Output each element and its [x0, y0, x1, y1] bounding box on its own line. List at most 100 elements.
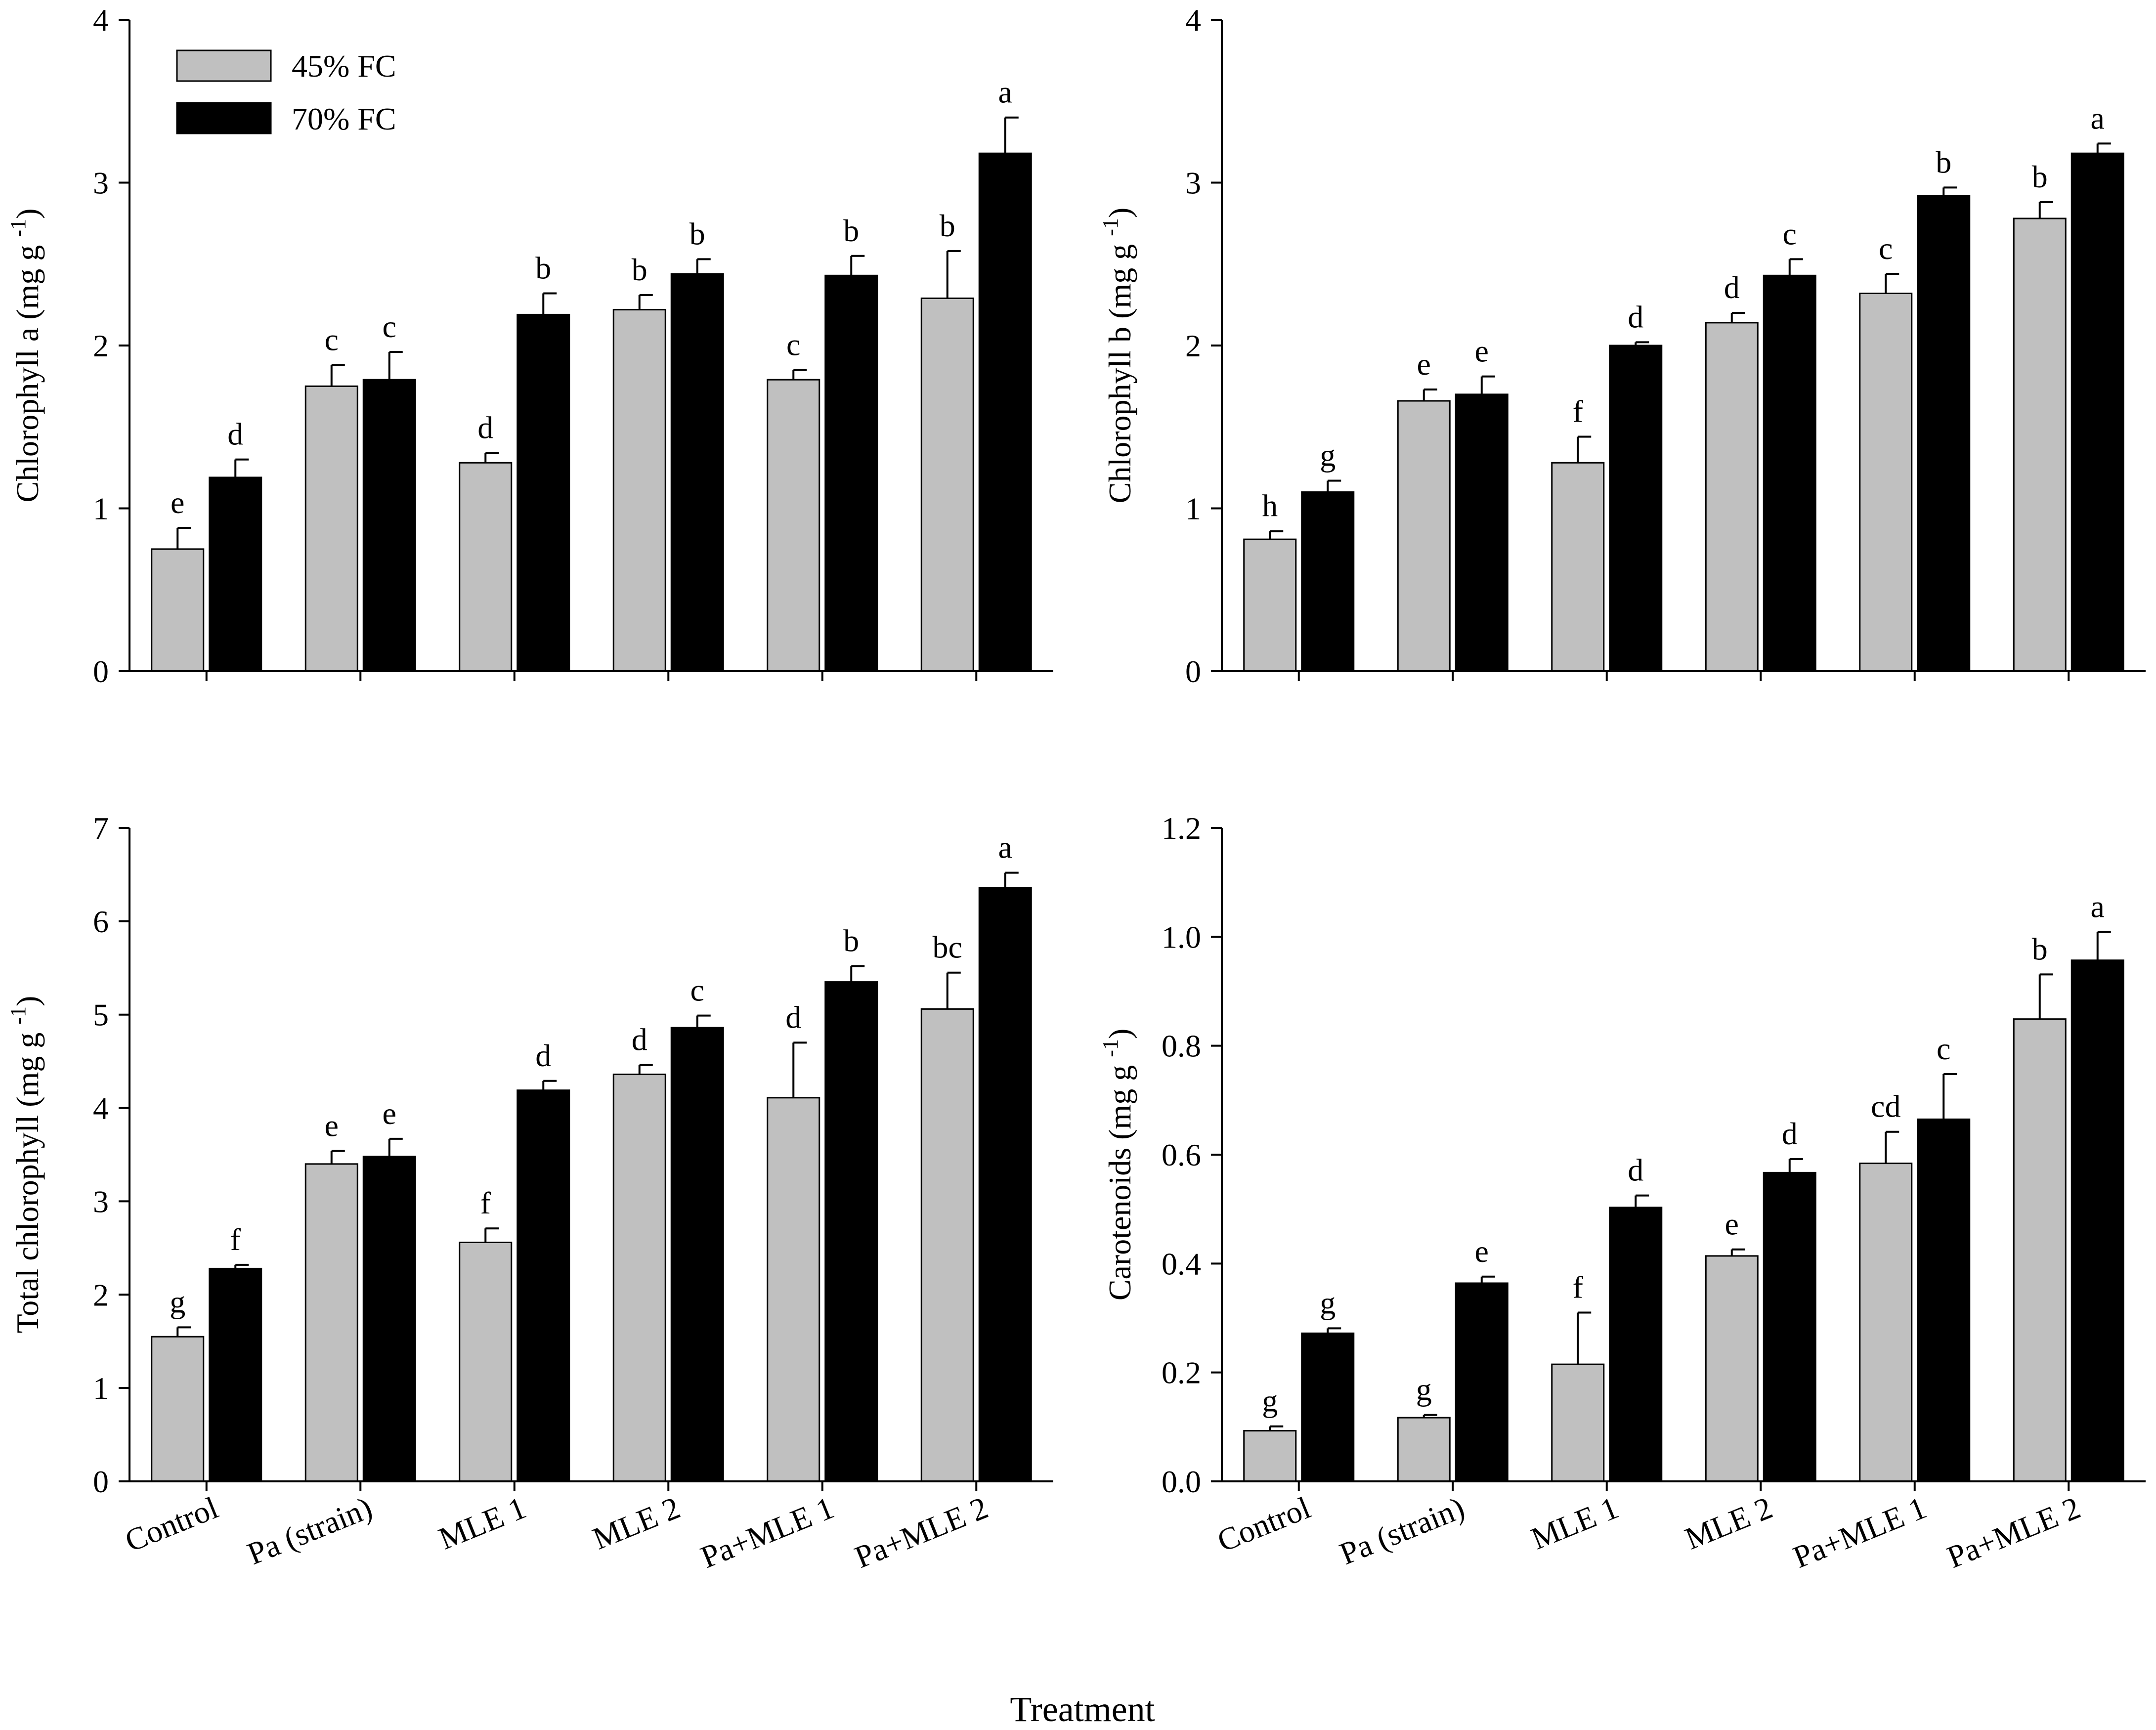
bar	[2013, 217, 2067, 672]
significance-letter: g	[1416, 1372, 1432, 1407]
panel-chlorophyll-a: 0 1 2 3 4 e c d b c b d c b b b a Chlorophyll a (mg g -…	[6, 2, 1053, 689]
bar	[1301, 1332, 1355, 1482]
y-tick-label: 2	[93, 1277, 109, 1312]
bar	[1859, 1163, 1913, 1482]
significance-letter: e	[1417, 346, 1431, 382]
significance-letter: c	[383, 309, 396, 344]
bar	[1917, 195, 1971, 672]
bar	[1917, 1118, 1971, 1482]
y-tick-label: 4	[93, 2, 109, 38]
significance-letter: c	[1937, 1031, 1950, 1066]
significance-letter: g	[1262, 1384, 1278, 1419]
bar	[612, 309, 666, 672]
significance-letter: d	[1724, 270, 1740, 305]
significance-letter: a	[2091, 889, 2105, 924]
significance-letter: e	[383, 1096, 396, 1131]
y-axis-label: Chlorophyll b (mg g -1)	[1098, 208, 1137, 503]
category-label: Control	[120, 1490, 223, 1558]
significance-letter-group: g g f e cd b g e d d c a	[1262, 889, 2105, 1418]
y-axis-ticks: 0 1 2 3 4	[1185, 2, 2070, 689]
y-axis-label-superscript: -1	[6, 1006, 30, 1025]
y-axis-label: Chlorophyll a (mg g -1)	[6, 209, 45, 503]
significance-letter: a	[2091, 100, 2105, 135]
y-tick-label: 1.0	[1162, 919, 1201, 954]
bar	[1551, 462, 1605, 672]
significance-letter: g	[1320, 1285, 1336, 1320]
bar	[1397, 400, 1451, 672]
bar	[1301, 491, 1355, 672]
significance-letter: d	[1628, 299, 1643, 334]
bar	[1243, 538, 1297, 672]
bar	[670, 273, 724, 672]
significance-letter: b	[843, 923, 859, 958]
bar-group	[1243, 152, 2124, 672]
significance-letter: d	[785, 999, 801, 1035]
error-bar-group	[176, 871, 1019, 1337]
bar	[1705, 322, 1759, 672]
y-tick-label: 0.4	[1162, 1246, 1201, 1281]
significance-letter: c	[1783, 216, 1797, 251]
error-bar-group	[1269, 931, 2111, 1431]
bar	[1397, 1417, 1451, 1482]
category-label: Pa+MLE 2	[1942, 1490, 2085, 1575]
significance-letter: d	[477, 410, 493, 445]
bar	[978, 152, 1032, 672]
category-label: MLE 1	[1526, 1490, 1623, 1556]
significance-letter: b	[940, 208, 955, 243]
bar	[151, 548, 205, 672]
y-tick-label: 6	[93, 904, 109, 939]
category-label-group: Control Pa (strain) MLE 1 MLE 2 Pa+MLE 1 Pa+M…	[120, 1490, 992, 1575]
significance-letter: e	[1725, 1207, 1739, 1242]
significance-letter: c	[325, 322, 339, 357]
panel-chlorophyll-b: 0 1 2 3 4 h e f d c b g e d c b a Chlorophyll b (mg g -…	[1098, 2, 2146, 689]
error-bar-group	[1269, 142, 2111, 540]
y-tick-label: 5	[93, 997, 109, 1033]
legend-label-70fc: 70% FC	[292, 101, 396, 136]
bar	[1763, 1171, 1816, 1482]
bar	[1243, 1430, 1297, 1482]
y-tick-label: 1	[93, 1371, 109, 1406]
y-tick-label: 3	[93, 166, 109, 201]
legend-swatch-70fc	[176, 102, 272, 134]
y-tick-label: 3	[93, 1184, 109, 1219]
significance-letter: h	[1262, 488, 1278, 523]
significance-letter-group: g e f d d bc f e d c b a	[170, 830, 1012, 1320]
y-axis-label-close: )	[1102, 1029, 1137, 1039]
y-tick-label: 2	[93, 328, 109, 363]
y-tick-label: 0	[93, 1464, 109, 1499]
bar-group	[151, 152, 1032, 672]
bar	[824, 981, 878, 1482]
significance-letter: a	[998, 75, 1012, 110]
significance-letter: bc	[933, 930, 962, 965]
bar	[1551, 1363, 1605, 1482]
bar	[1455, 393, 1509, 672]
significance-letter: c	[690, 973, 704, 1008]
legend-swatch-45fc	[176, 49, 272, 82]
bar	[151, 1336, 205, 1482]
significance-letter: b	[1936, 144, 1951, 179]
significance-letter: c	[786, 327, 800, 362]
bar	[920, 297, 974, 672]
category-label: Pa (strain)	[1335, 1490, 1469, 1571]
bar	[362, 379, 416, 672]
category-label: Control	[1212, 1490, 1315, 1558]
significance-letter: g	[170, 1284, 185, 1319]
category-label: MLE 2	[588, 1490, 685, 1556]
panel-carotenoids: 0.0 0.2 0.4 0.6 0.8 1.0 1.2 g g f e cd b g e d d c a Cont…	[1098, 811, 2146, 1575]
y-axis-label-superscript: -1	[1098, 1039, 1122, 1057]
y-tick-label: 0.0	[1162, 1464, 1201, 1499]
bar	[362, 1156, 416, 1482]
significance-letter: cd	[1871, 1089, 1900, 1124]
significance-letter: a	[998, 830, 1012, 865]
bar	[459, 1242, 513, 1482]
bar	[1859, 293, 1913, 672]
bar	[517, 313, 570, 672]
category-label: Pa+MLE 1	[696, 1490, 839, 1575]
bar	[824, 274, 878, 672]
bar	[767, 379, 820, 672]
panel-total-chlorophyll: 0 1 2 3 4 5 6 7 g e f d d bc f e d c b a Control Pa (strain…	[6, 811, 1053, 1575]
bar	[304, 1163, 358, 1482]
y-tick-label: 3	[1185, 166, 1201, 201]
significance-letter: b	[2032, 931, 2048, 966]
significance-letter: d	[535, 1038, 551, 1073]
